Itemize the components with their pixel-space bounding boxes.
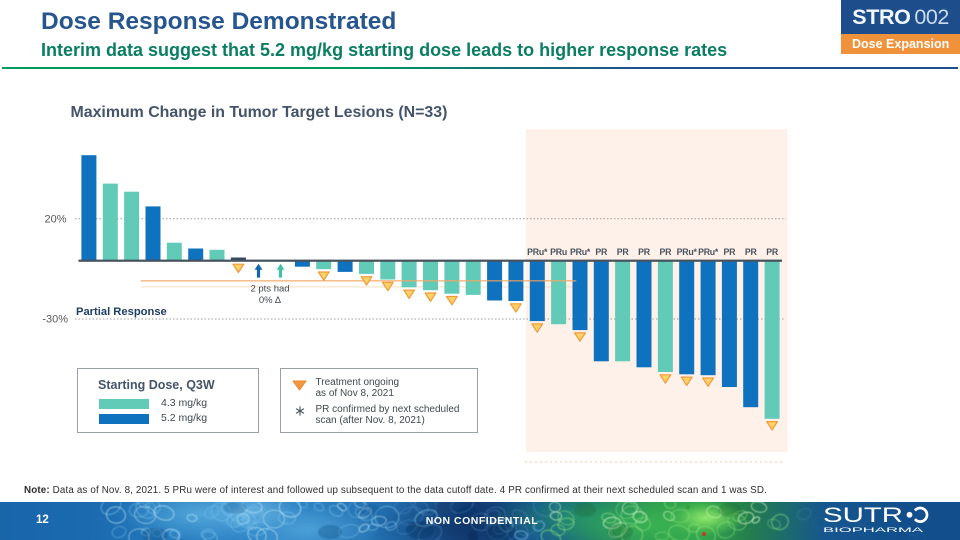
svg-text:PR: PR: [660, 247, 673, 257]
svg-text:Partial Response: Partial Response: [76, 306, 167, 318]
svg-text:PR: PR: [724, 247, 737, 257]
svg-text:PRu*: PRu*: [698, 247, 719, 257]
svg-text:PR: PR: [638, 247, 651, 257]
svg-text:PR: PR: [595, 247, 608, 257]
svg-text:PRu*: PRu*: [570, 247, 591, 257]
svg-text:0% Δ: 0% Δ: [259, 295, 282, 306]
svg-text:2 pts had: 2 pts had: [250, 283, 289, 294]
svg-text:Maximum Change in Tumor Target: Maximum Change in Tumor Target Lesions (…: [71, 104, 448, 121]
svg-text:PR: PR: [617, 247, 630, 257]
svg-text:20%: 20%: [44, 214, 66, 226]
svg-text:PR: PR: [766, 247, 779, 257]
svg-text:SUTR: SUTR: [823, 505, 903, 527]
svg-text:-30%: -30%: [42, 313, 68, 325]
svg-text:PR: PR: [745, 247, 758, 257]
svg-text:PRu*: PRu*: [677, 247, 698, 257]
svg-text:BIOPHARMA: BIOPHARMA: [823, 527, 925, 534]
svg-text:PRu: PRu: [550, 247, 567, 257]
svg-text:PRu*: PRu*: [527, 247, 548, 257]
